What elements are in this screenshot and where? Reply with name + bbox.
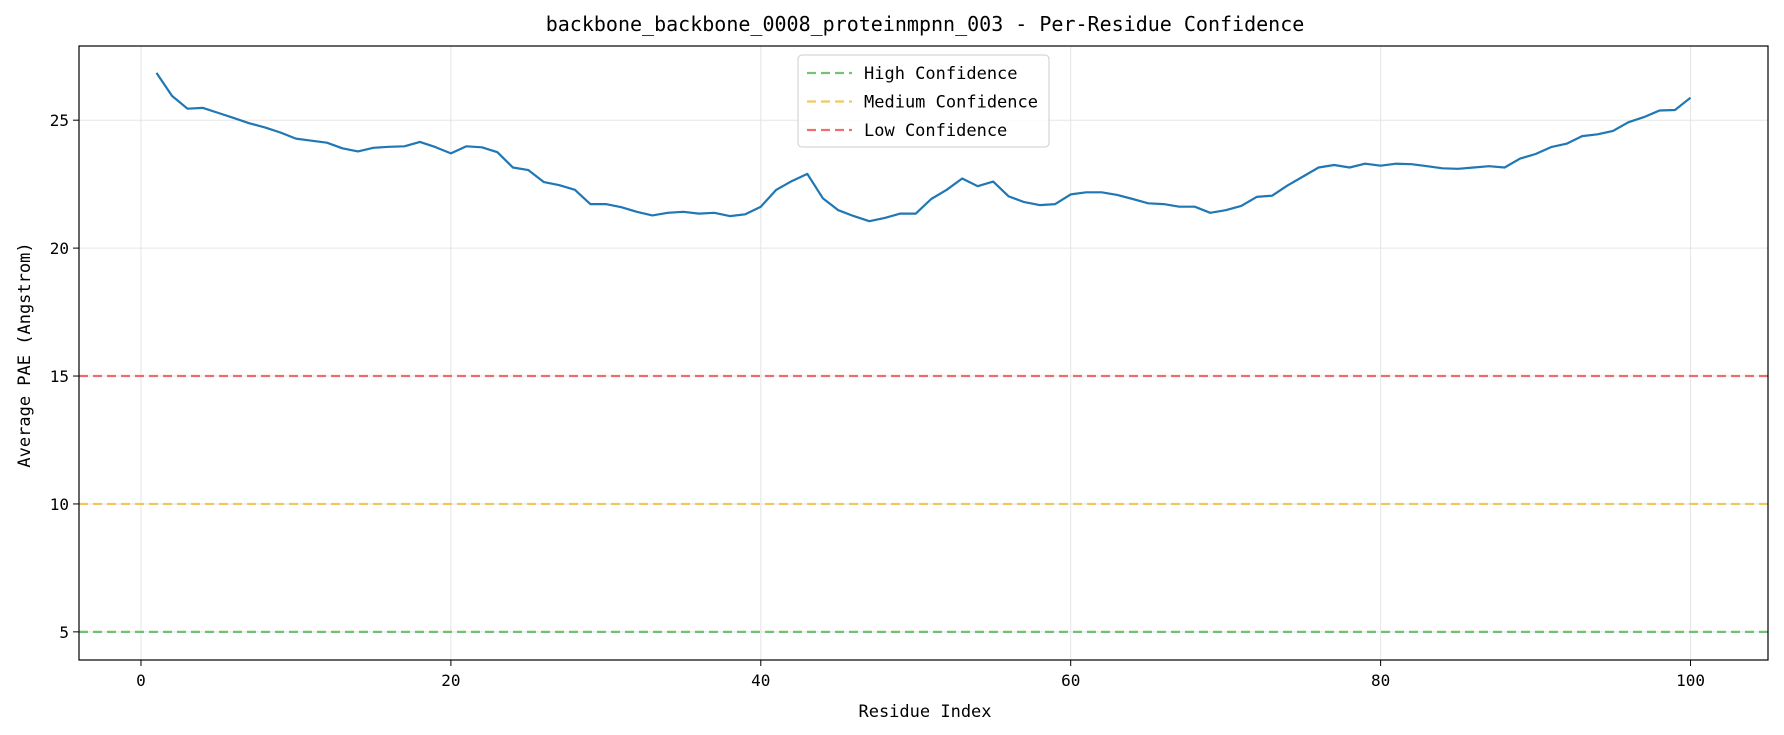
y-axis-ticks: 5 10 15 20 25 bbox=[50, 111, 79, 642]
y-tick-label: 20 bbox=[50, 239, 69, 258]
y-tick-label: 25 bbox=[50, 111, 69, 130]
y-tick-label: 5 bbox=[59, 623, 69, 642]
pae-series-line bbox=[155, 72, 1692, 223]
x-tick-label: 100 bbox=[1676, 671, 1705, 690]
series-layer bbox=[155, 72, 1692, 223]
legend-label: Low Confidence bbox=[864, 121, 1007, 141]
legend: High Confidence Medium Confidence Low Conf… bbox=[797, 54, 1050, 148]
y-tick-label: 10 bbox=[50, 495, 69, 514]
chart-title: backbone_backbone_0008_proteinmpnn_003 -… bbox=[546, 12, 1305, 36]
y-axis-label: Average PAE (Angstrom) bbox=[15, 242, 35, 467]
plot-frame bbox=[78, 45, 1769, 661]
x-tick-label: 60 bbox=[1061, 671, 1080, 690]
legend-label: High Confidence bbox=[864, 64, 1018, 84]
x-axis-ticks: 0 20 40 60 80 100 bbox=[136, 660, 1705, 690]
legend-label: Medium Confidence bbox=[864, 93, 1038, 113]
legend-box bbox=[797, 54, 1050, 148]
x-tick-label: 20 bbox=[441, 671, 460, 690]
x-axis-label: Residue Index bbox=[858, 702, 991, 722]
x-tick-label: 40 bbox=[751, 671, 770, 690]
x-tick-label: 0 bbox=[136, 671, 146, 690]
threshold-lines bbox=[79, 374, 1768, 633]
x-tick-label: 80 bbox=[1371, 671, 1390, 690]
y-tick-label: 15 bbox=[50, 367, 69, 386]
